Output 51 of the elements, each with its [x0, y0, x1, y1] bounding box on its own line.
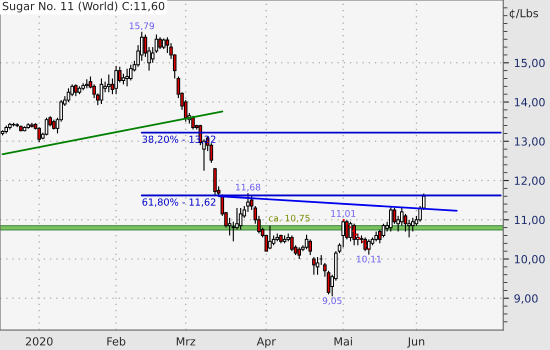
x-tick-label: Jun — [407, 337, 424, 348]
annotation: 11,68 — [236, 184, 260, 192]
candlestick — [363, 236, 367, 252]
candlestick — [352, 223, 356, 246]
x-tick-label: 2020 — [26, 337, 53, 346]
series-label: 61,80% - 11,62 — [142, 198, 216, 207]
candlestick — [125, 68, 129, 87]
y-tick-label: 10,00 — [514, 254, 545, 265]
candlestick — [162, 38, 166, 50]
candlestick — [312, 256, 316, 276]
candlestick — [297, 246, 302, 260]
candlestick — [367, 238, 371, 256]
candlestick — [348, 221, 352, 242]
candlestick — [316, 256, 320, 276]
candlestick — [52, 119, 56, 130]
y-tick-label: 13,00 — [514, 137, 545, 147]
candlestick — [37, 126, 41, 143]
candlestick — [308, 238, 312, 256]
y-tick-label: 15,00 — [514, 58, 545, 68]
annotation: 11,01 — [331, 210, 356, 218]
candlestick — [74, 84, 78, 97]
y-tick-label: 11,00 — [514, 216, 545, 226]
chart-title: Sugar No. 11 (World) C:11,60 — [2, 2, 164, 12]
y-tick-label: 9,00 — [514, 294, 538, 304]
candlestick — [268, 225, 272, 250]
x-tick-label: Apr — [256, 337, 276, 348]
x-tick-label: Mrz — [176, 337, 196, 346]
candlestick — [290, 234, 294, 252]
annotation: 9,05 — [322, 297, 342, 305]
candlestick — [389, 205, 393, 232]
candlestick — [374, 230, 378, 242]
candlestick — [85, 78, 89, 89]
candlestick — [213, 167, 217, 196]
candlestick — [66, 88, 70, 103]
candlestick — [341, 218, 345, 248]
candlestick — [232, 221, 236, 242]
annotation: 10,11 — [356, 256, 381, 264]
y-axis-title: ¢/Lbs — [510, 8, 538, 19]
y-tick-label: 14,00 — [514, 98, 545, 108]
annotation: 15,79 — [130, 22, 154, 30]
candlestick — [100, 78, 104, 105]
candlestick — [107, 74, 111, 93]
candlestick — [158, 36, 162, 50]
candlestick — [191, 115, 195, 130]
candlestick — [238, 207, 242, 230]
candlestick — [44, 117, 48, 136]
band-label: ca. 10,75 — [268, 214, 310, 222]
x-tick-label: Feb — [107, 336, 126, 346]
x-tick-label: Mai — [334, 336, 352, 346]
candlestick — [114, 65, 118, 95]
y-tick-label: 12,00 — [514, 176, 545, 186]
